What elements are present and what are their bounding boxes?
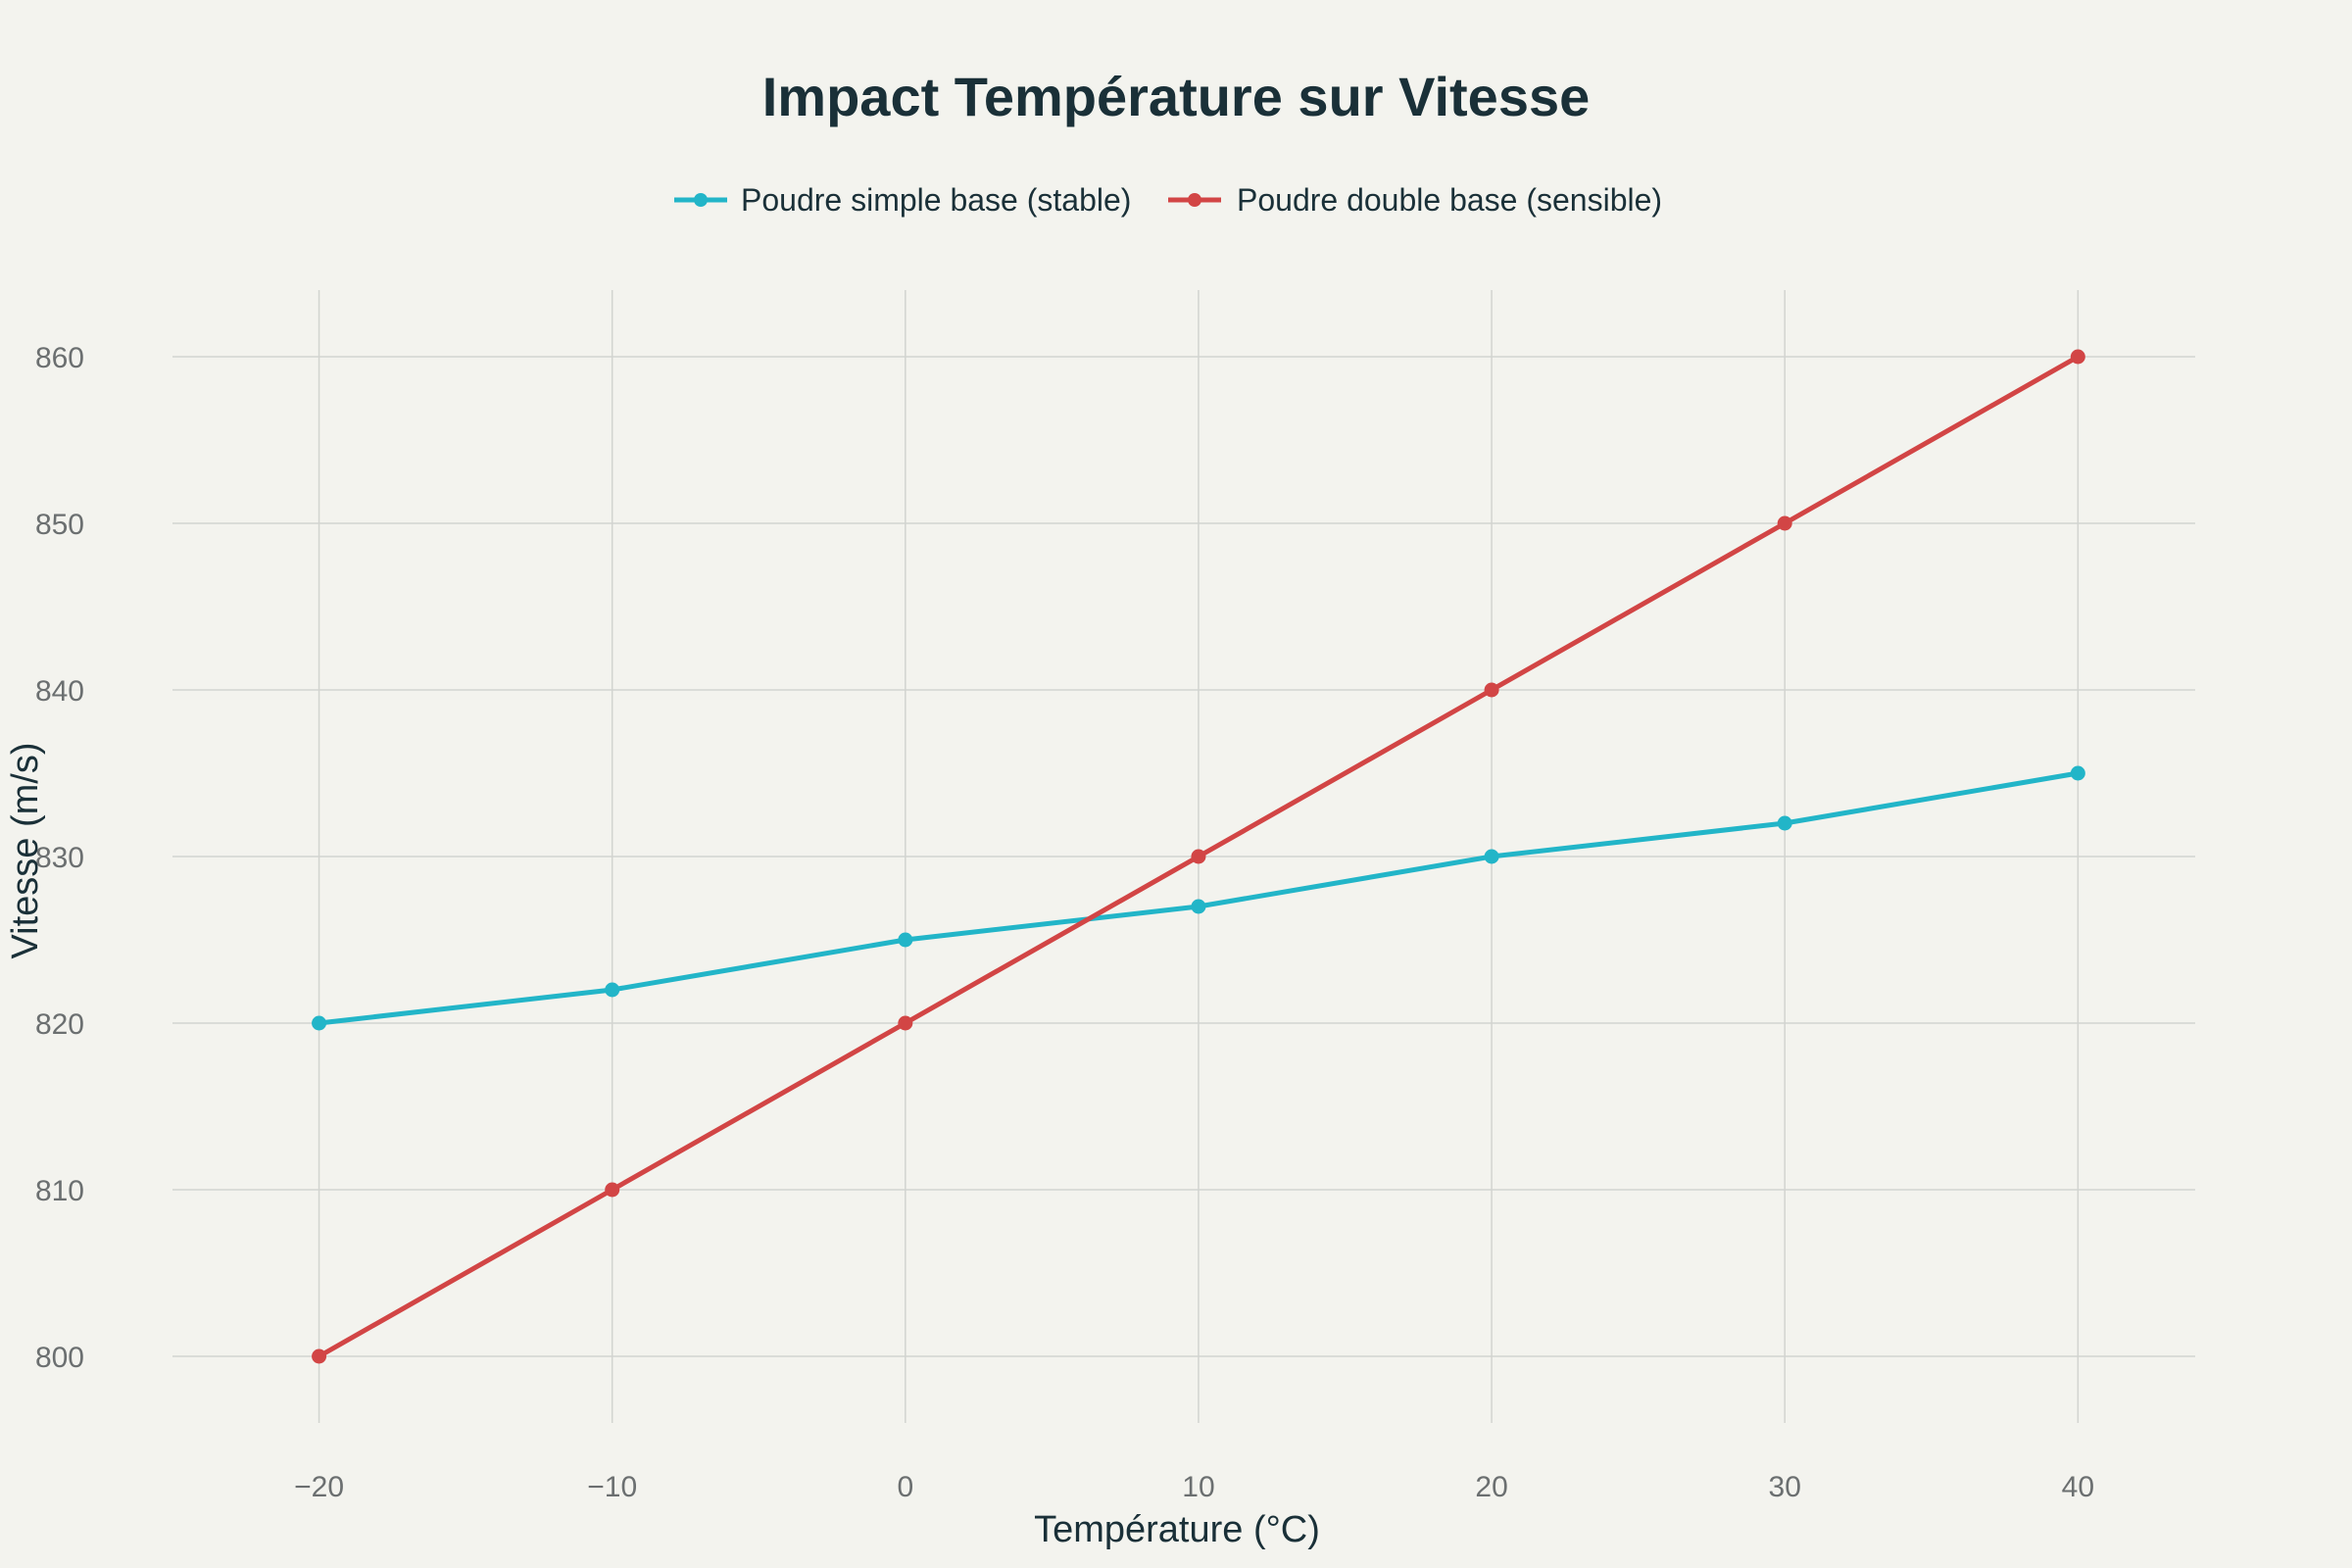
series-simple-base [312,765,2085,1031]
data-point-double-base[interactable] [1777,515,1792,531]
y-tick-label: 830 [35,842,84,874]
data-point-double-base[interactable] [605,1182,620,1198]
chart-title: Impact Température sur Vitesse [762,66,1591,127]
data-point-double-base[interactable] [2070,349,2085,365]
y-axis-ticks: 800 810 820 830 840 850 860 [35,342,84,1374]
y-tick-label: 810 [35,1175,84,1207]
series-group [312,349,2085,1364]
x-tick-label: 20 [1475,1471,1507,1503]
x-tick-label: 30 [1769,1471,1801,1503]
y-tick-label: 800 [35,1342,84,1374]
y-axis-title: Vitesse (m/s) [5,742,46,958]
legend-label-double-base: Poudre double base (sensible) [1237,182,1662,218]
legend-item-double-base[interactable]: Poudre double base (sensible) [1168,182,1662,218]
legend-marker-double-base [1188,193,1201,207]
series-double-base [312,349,2085,1364]
x-tick-label: −20 [294,1471,344,1503]
data-point-double-base[interactable] [1484,682,1499,698]
legend-item-simple-base[interactable]: Poudre simple base (stable) [674,182,1131,218]
data-point-simple-base[interactable] [1191,899,1206,914]
x-axis-ticks: −20 −10 0 10 20 30 40 [294,1471,2094,1503]
legend-label-simple-base: Poudre simple base (stable) [741,182,1131,218]
data-point-double-base[interactable] [898,1015,913,1031]
data-point-simple-base[interactable] [312,1015,327,1031]
legend-marker-simple-base [694,193,708,207]
x-tick-label: −10 [587,1471,637,1503]
x-tick-label: 40 [2062,1471,2094,1503]
data-point-simple-base[interactable] [898,932,913,948]
x-axis-title: Température (°C) [1034,1509,1320,1550]
data-point-simple-base[interactable] [2070,765,2085,781]
x-tick-label: 0 [897,1471,913,1503]
y-tick-label: 820 [35,1008,84,1041]
data-point-simple-base[interactable] [1777,815,1792,831]
data-point-double-base[interactable] [312,1348,327,1364]
data-point-simple-base[interactable] [605,982,620,998]
data-point-double-base[interactable] [1191,849,1206,864]
legend: Poudre simple base (stable) Poudre doubl… [674,182,1662,218]
y-tick-label: 850 [35,509,84,541]
y-tick-label: 860 [35,342,84,374]
x-tick-label: 10 [1182,1471,1214,1503]
y-tick-label: 840 [35,675,84,708]
data-point-simple-base[interactable] [1484,849,1499,864]
